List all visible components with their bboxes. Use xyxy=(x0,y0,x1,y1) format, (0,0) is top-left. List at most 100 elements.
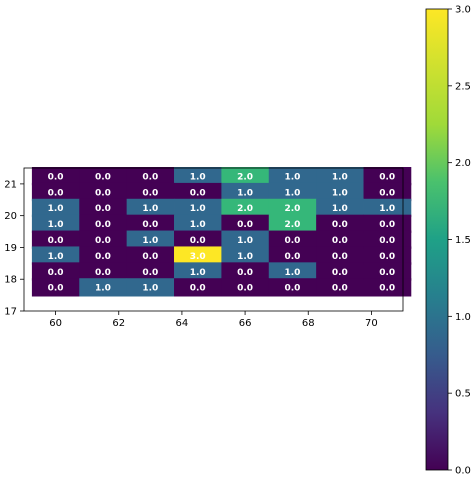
heatmap-cell xyxy=(363,230,412,249)
cell-value-label: 1.0 xyxy=(332,204,348,214)
cell-value-label: 1.0 xyxy=(237,236,253,246)
cell-value-label: 0.0 xyxy=(332,284,348,294)
cell-value-label: 0.0 xyxy=(379,188,395,198)
colorbar-tick-label: 2.5 xyxy=(455,81,471,92)
cell-value-label: 1.0 xyxy=(190,220,206,230)
heatmap-cell xyxy=(221,278,270,297)
cell-value-label: 0.0 xyxy=(284,284,300,294)
cell-value-label: 1.0 xyxy=(284,188,300,198)
cell-value-label: 0.0 xyxy=(379,220,395,230)
heatmap-cell xyxy=(221,230,270,249)
heatmap-cell xyxy=(268,198,317,218)
y-tick-label: 17 xyxy=(4,307,17,318)
heatmap-cell xyxy=(174,214,222,233)
heatmap-cell xyxy=(174,262,222,281)
cell-value-label: 0.0 xyxy=(190,284,206,294)
colorbar-tick-label: 2.0 xyxy=(455,158,471,169)
cell-value-label: 1.0 xyxy=(48,252,64,262)
cell-value-label: 0.0 xyxy=(142,220,158,230)
heatmap-cell xyxy=(363,246,412,265)
y-tick-label: 20 xyxy=(4,211,17,222)
cell-value-label: 1.0 xyxy=(332,188,348,198)
cell-value-label: 0.0 xyxy=(48,172,64,182)
heatmap-cell xyxy=(221,167,270,186)
cell-value-label: 0.0 xyxy=(237,284,253,294)
y-axis: 17 18 19 20 21 xyxy=(4,179,24,318)
heatmap-cell xyxy=(79,262,128,281)
cell-value-label: 0.0 xyxy=(95,172,111,182)
colorbar-tick-label: 0.5 xyxy=(455,389,471,400)
heatmap-cell xyxy=(126,246,175,265)
heatmap-cell xyxy=(79,246,128,265)
heatmap-cell xyxy=(268,214,317,233)
colorbar-tick-label: 1.0 xyxy=(455,312,471,323)
heatmap-cell xyxy=(363,198,412,218)
cell-value-label: 0.0 xyxy=(379,236,395,246)
cell-value-label: 1.0 xyxy=(142,284,158,294)
cell-value-label: 0.0 xyxy=(95,268,111,278)
cell-value-label: 1.0 xyxy=(284,268,300,278)
heatmap-cell xyxy=(363,278,412,297)
y-tick-label: 18 xyxy=(4,275,17,286)
cell-value-label: 0.0 xyxy=(142,268,158,278)
cell-value-label: 0.0 xyxy=(95,220,111,230)
colorbar-ticks: 0.0 0.5 1.0 1.5 2.0 2.5 3.0 xyxy=(448,5,471,477)
cell-value-label: 0.0 xyxy=(95,252,111,262)
heatmap-cell xyxy=(316,246,364,265)
cell-value-label: 1.0 xyxy=(379,204,395,214)
cell-value-label: 1.0 xyxy=(190,204,206,214)
heatmap-cell xyxy=(79,182,128,202)
heatmap-cell xyxy=(31,246,80,265)
colorbar: 0.0 0.5 1.0 1.5 2.0 2.5 3.0 xyxy=(425,5,471,477)
cell-value-label: 0.0 xyxy=(332,268,348,278)
cell-value-label: 0.0 xyxy=(379,284,395,294)
heatmap-cell xyxy=(316,214,364,233)
heatmap-cell xyxy=(126,278,175,297)
heatmap-cell xyxy=(316,198,364,218)
heatmap-cell xyxy=(31,278,80,297)
heatmap-cell xyxy=(316,278,364,297)
cell-value-label: 0.0 xyxy=(48,268,64,278)
cell-value-label: 0.0 xyxy=(48,236,64,246)
cell-value-label: 0.0 xyxy=(379,268,395,278)
heatmap-cells xyxy=(31,167,412,297)
cell-value-label: 1.0 xyxy=(237,188,253,198)
cell-value-label: 0.0 xyxy=(142,252,158,262)
x-tick-label: 60 xyxy=(49,318,62,329)
heatmap-cell xyxy=(31,182,80,202)
heatmap-cell xyxy=(174,278,222,297)
heatmap-cell xyxy=(221,198,270,218)
cell-value-label: 0.0 xyxy=(95,236,111,246)
cell-value-label: 1.0 xyxy=(284,172,300,182)
heatmap-cell xyxy=(316,262,364,281)
cell-value-label: 0.0 xyxy=(190,188,206,198)
x-tick-label: 70 xyxy=(365,318,378,329)
heatmap-cell xyxy=(79,278,128,297)
colorbar-tick-label: 3.0 xyxy=(455,5,471,16)
heatmap-cell xyxy=(126,262,175,281)
heatmap-cell xyxy=(31,198,80,218)
heatmap-cell xyxy=(174,230,222,249)
heatmap-cell xyxy=(79,230,128,249)
cell-value-label: 1.0 xyxy=(48,204,64,214)
heatmap-cell xyxy=(126,230,175,249)
cell-value-label: 0.0 xyxy=(95,204,111,214)
cell-value-label: 1.0 xyxy=(190,268,206,278)
heatmap-cell xyxy=(316,167,364,186)
colorbar-gradient xyxy=(425,8,449,471)
cell-value-label: 1.0 xyxy=(190,172,206,182)
x-axis: 60 62 64 66 68 70 xyxy=(49,311,378,329)
colorbar-tick-label: 1.5 xyxy=(455,235,471,246)
cell-value-label: 1.0 xyxy=(142,204,158,214)
heatmap-cell-labels: 0.0 0.0 0.0 1.0 2.0 1.0 1.0 0.0 0.0 0.0 0.0 0.0 1.0 1… xyxy=(48,172,396,293)
heatmap-cell xyxy=(31,230,80,249)
cell-value-label: 0.0 xyxy=(95,188,111,198)
heatmap-cell xyxy=(221,262,270,281)
heatmap-cell xyxy=(316,182,364,202)
cell-value-label: 1.0 xyxy=(142,236,158,246)
cell-value-label: 2.0 xyxy=(284,220,300,230)
heatmap-cell xyxy=(268,182,317,202)
x-tick-label: 62 xyxy=(112,318,125,329)
heatmap-cell xyxy=(79,198,128,218)
cell-value-label: 1.0 xyxy=(95,284,111,294)
